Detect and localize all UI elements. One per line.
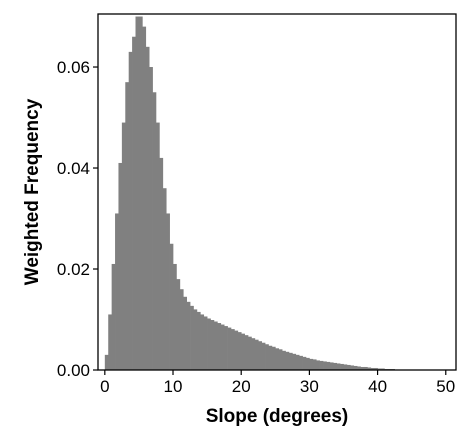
histogram-bar: [370, 367, 375, 370]
histogram-bar: [104, 354, 109, 370]
histogram-bar: [115, 213, 119, 370]
histogram-bar: [360, 366, 365, 370]
histogram-bar: [292, 353, 297, 370]
x-axis-title: Slope (degrees): [206, 406, 349, 427]
histogram-bar: [111, 263, 116, 370]
histogram-bar: [203, 316, 208, 370]
histogram-bar: [135, 16, 140, 371]
histogram-bar: [162, 188, 167, 370]
x-tick-label: 20: [232, 377, 251, 396]
histogram-bar: [173, 263, 177, 370]
histogram-bar: [224, 326, 228, 370]
histogram-bar: [340, 363, 344, 370]
histogram-bar: [138, 16, 143, 371]
histogram-bar: [309, 358, 314, 370]
histogram-bar: [261, 342, 266, 370]
histogram-bar: [377, 368, 382, 370]
histogram-bar: [200, 314, 205, 370]
histogram-bar: [285, 351, 290, 370]
histogram-bar: [220, 324, 225, 370]
histogram-bar: [350, 365, 355, 370]
y-tick-label: 0.02: [57, 260, 90, 279]
histogram-bar: [282, 350, 286, 370]
histogram-bar: [183, 296, 187, 370]
histogram-bar: [132, 36, 136, 370]
histogram-bar: [271, 346, 276, 370]
histogram-bar: [299, 355, 303, 370]
histogram-bar: [244, 335, 249, 370]
histogram-bar: [333, 362, 338, 370]
histogram-bar: [254, 339, 259, 370]
histogram-bar: [295, 354, 300, 370]
histogram-bar: [159, 157, 164, 370]
histogram-bar: [305, 357, 310, 370]
histogram-bar: [319, 360, 324, 370]
histogram-bar: [346, 364, 351, 370]
histogram-bar: [323, 361, 327, 370]
histogram-bar: [128, 51, 133, 371]
histogram-bar: [210, 320, 215, 370]
x-tick-label: 30: [300, 377, 319, 396]
histogram-bar: [230, 329, 235, 370]
histogram-bar: [176, 279, 181, 370]
histogram-bar: [207, 318, 211, 370]
histogram-bar: [145, 46, 150, 370]
histogram-bar: [336, 363, 341, 370]
plot-frame: [97, 13, 457, 371]
histogram-bar: [251, 338, 256, 370]
x-axis: 0 10 20 30 40 50: [100, 370, 455, 396]
histogram-bar: [268, 345, 273, 370]
histogram-bar: [241, 333, 245, 370]
histogram-bar: [363, 366, 368, 370]
histogram-bar: [152, 92, 157, 371]
histogram-bar: [193, 309, 198, 370]
histogram-bar: [316, 360, 320, 370]
histogram-bar: [353, 365, 358, 370]
histogram-bar: [265, 344, 269, 370]
histogram-bar: [288, 352, 293, 370]
histogram-bar: [278, 349, 283, 370]
histogram-bar: [190, 305, 194, 370]
histogram-bar: [248, 336, 252, 370]
histogram-bar: [326, 361, 331, 370]
histogram-bar: [196, 311, 201, 370]
y-axis: 0.00 0.02 0.04 0.06: [57, 58, 98, 380]
x-tick-label: 10: [164, 377, 183, 396]
histogram-bar: [169, 243, 174, 370]
y-tick-label: 0.00: [57, 361, 90, 380]
x-tick-label: 0: [100, 377, 109, 396]
histogram-bar: [357, 366, 361, 370]
histogram-bar: [343, 364, 348, 370]
histogram-bar: [258, 341, 263, 370]
histogram-bar: [125, 82, 130, 371]
histogram-bar: [118, 162, 123, 370]
histogram-bar: [374, 367, 378, 370]
y-axis-title: Weighted Frequency: [22, 98, 43, 285]
histogram-bar: [142, 26, 147, 371]
histogram-bar: [121, 122, 126, 370]
histogram-bar: [155, 122, 160, 370]
histogram-bar: [179, 289, 184, 370]
histogram-bar: [367, 367, 372, 370]
histogram-bar: [166, 213, 170, 370]
histogram-bar: [108, 314, 112, 370]
x-tick-label: 50: [436, 377, 455, 396]
bars-group: [104, 16, 413, 371]
histogram-bar: [275, 348, 280, 370]
histogram-bar: [302, 356, 307, 370]
histogram-bar: [312, 359, 317, 370]
histogram-bar: [380, 368, 385, 370]
histogram-bar: [217, 323, 222, 370]
histogram-bar: [237, 332, 242, 370]
histogram-bar: [234, 330, 239, 370]
histogram-bar: [329, 362, 334, 370]
y-tick-label: 0.04: [57, 159, 90, 178]
histogram-bar: [227, 327, 232, 370]
histogram-bar: [186, 301, 191, 370]
y-tick-label: 0.06: [57, 58, 90, 77]
histogram-bar: [149, 67, 153, 371]
x-tick-label: 40: [368, 377, 387, 396]
histogram-bar: [213, 321, 218, 370]
